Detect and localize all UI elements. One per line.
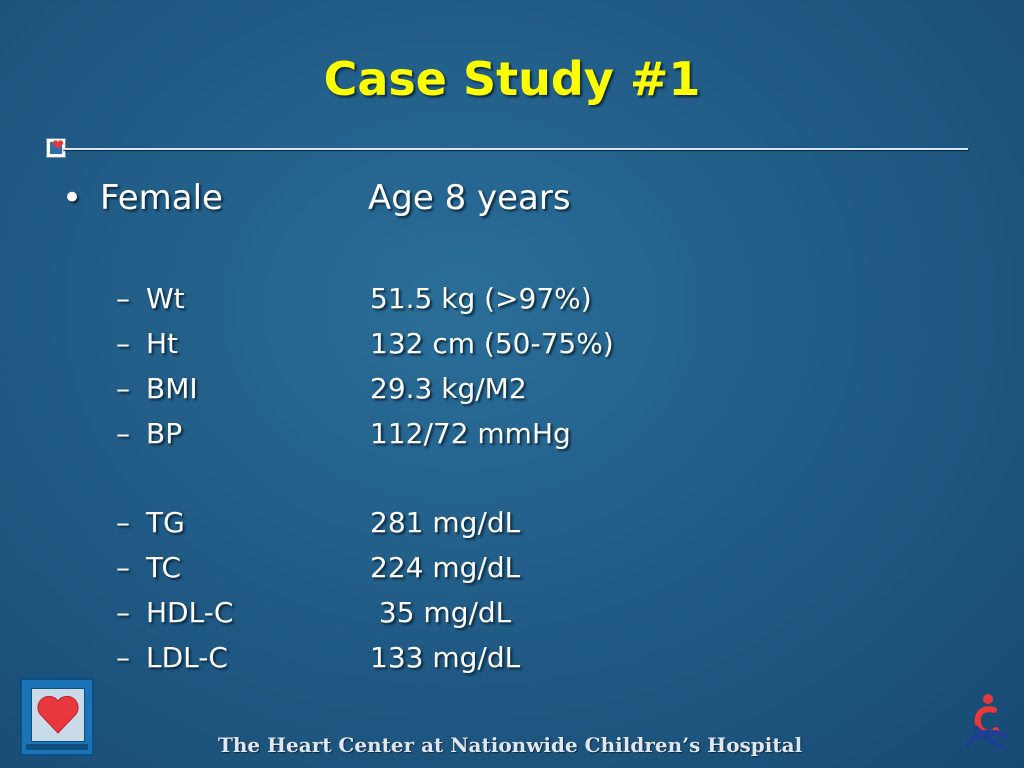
sub-bullet-marker: –	[116, 372, 130, 405]
title-divider	[62, 148, 968, 150]
sub-bullet-value: 112/72 mmHg	[370, 417, 571, 450]
sub-bullet-marker: –	[116, 641, 130, 674]
sub-bullet-label: TC	[146, 551, 182, 584]
sub-bullet-value: 281 mg/dL	[370, 506, 521, 539]
sub-bullet-label: BMI	[146, 372, 198, 405]
sub-bullet-value: 224 mg/dL	[370, 551, 521, 584]
nationwide-childrens-logo	[965, 694, 1009, 751]
sub-bullet-label: LDL-C	[146, 641, 228, 674]
bullet-label-sex: Female	[100, 178, 223, 218]
heart-icon	[37, 695, 79, 734]
heart-monitor-logo	[20, 678, 94, 756]
sub-bullet-marker: –	[116, 282, 130, 315]
sub-bullet-marker: –	[116, 596, 130, 629]
sub-bullet-marker: –	[116, 327, 130, 360]
sub-bullet-value: 35 mg/dL	[370, 596, 512, 629]
sub-bullet-label: HDL-C	[146, 596, 234, 629]
sub-bullet-value: 133 mg/dL	[370, 641, 521, 674]
sub-bullet-label: BP	[146, 417, 183, 450]
sub-bullet-marker: –	[116, 506, 130, 539]
bullet-marker: •	[62, 178, 83, 218]
sub-bullet-value: 29.3 kg/M2	[370, 372, 527, 405]
sub-bullet-value: 132 cm (50-75%)	[370, 327, 614, 360]
sub-bullet-label: Wt	[146, 282, 185, 315]
sub-bullet-marker: –	[116, 551, 130, 584]
sub-bullet-label: TG	[146, 506, 185, 539]
sub-bullet-value: 51.5 kg (>97%)	[370, 282, 592, 315]
slide-title: Case Study #1	[323, 52, 701, 106]
sub-bullet-label: Ht	[146, 327, 179, 360]
footer-text: The Heart Center at Nationwide Children’…	[218, 733, 803, 757]
bullet-value-age: Age 8 years	[368, 178, 571, 218]
sub-bullet-marker: –	[116, 417, 130, 450]
